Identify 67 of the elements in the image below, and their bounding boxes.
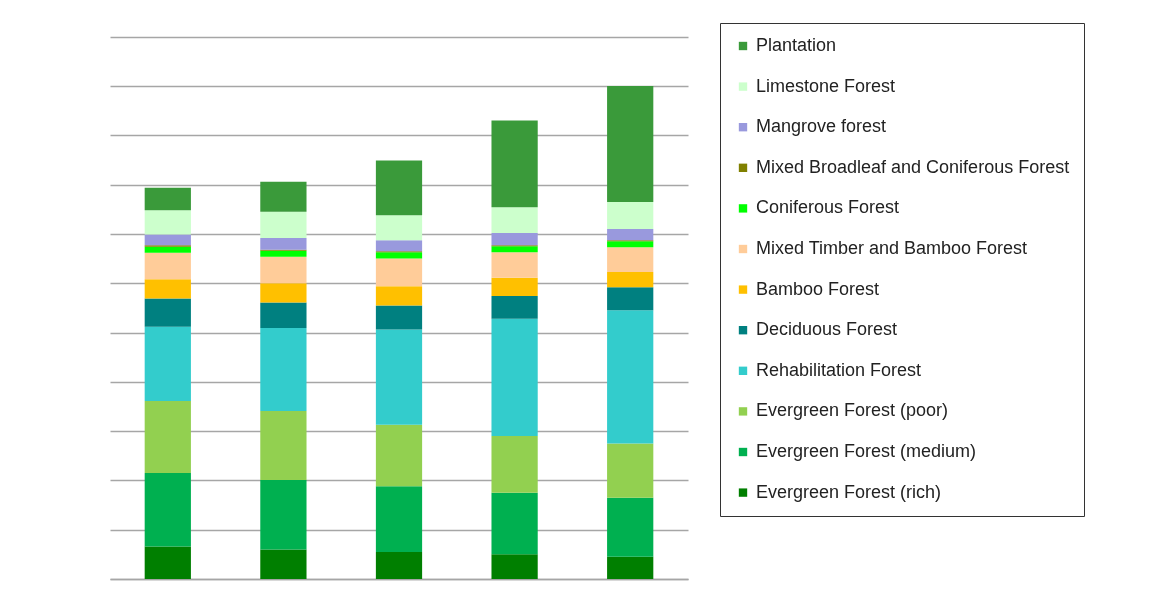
bar	[491, 252, 538, 278]
bar	[607, 86, 654, 202]
bar	[375, 329, 423, 425]
bar	[375, 258, 423, 287]
legend-label: Mixed Broadleaf and Coniferous Forest	[756, 156, 1070, 177]
bar	[491, 277, 538, 297]
legend-label: Bamboo Forest	[756, 278, 880, 299]
bar	[260, 283, 307, 303]
bar	[607, 201, 654, 230]
bar	[607, 247, 654, 272]
legend-label: Plantation	[756, 35, 837, 55]
bar	[491, 492, 538, 555]
bar	[144, 326, 191, 402]
bar	[607, 310, 654, 444]
bar	[607, 271, 654, 288]
bar	[144, 246, 191, 253]
bar	[375, 215, 423, 241]
bar	[491, 436, 538, 493]
legend-label: Evergreen Forest (medium)	[756, 441, 977, 461]
bar	[144, 187, 191, 211]
bar	[260, 410, 307, 480]
bar	[607, 497, 654, 557]
bar	[375, 286, 423, 306]
legend-label: Mangrove forest	[756, 116, 887, 137]
bar	[491, 207, 538, 233]
bar	[491, 554, 538, 579]
bar	[260, 181, 307, 212]
bar	[260, 302, 307, 329]
bar	[375, 486, 423, 552]
legend-label: Rehabilitation Forest	[756, 359, 922, 380]
bar	[607, 229, 654, 241]
legend-label: Mixed Timber and Bamboo Forest	[756, 238, 1028, 258]
bar	[607, 556, 654, 579]
bar	[260, 237, 307, 250]
bar	[144, 401, 191, 474]
bar	[260, 250, 307, 257]
bar	[491, 246, 538, 253]
bar	[260, 328, 307, 411]
bar	[260, 211, 307, 238]
bar	[491, 232, 538, 246]
bar	[260, 479, 307, 550]
legend-label: Limestone Forest	[756, 75, 896, 96]
bar	[144, 298, 191, 327]
legend-label: Deciduous Forest	[756, 319, 898, 340]
bar	[375, 424, 423, 487]
bar	[491, 296, 538, 319]
bar	[607, 287, 654, 311]
bar	[375, 551, 423, 579]
bar	[144, 546, 191, 579]
bar	[375, 305, 423, 330]
bar	[491, 120, 538, 208]
bar	[260, 549, 307, 579]
bar	[144, 252, 191, 280]
bar	[144, 279, 191, 299]
bar	[375, 240, 423, 252]
bar	[491, 318, 538, 437]
bar	[375, 160, 423, 216]
bar	[144, 234, 191, 246]
bar	[607, 443, 654, 498]
bar	[260, 256, 307, 284]
bar	[144, 473, 191, 547]
legend-label: Coniferous Forest	[756, 197, 900, 218]
bar	[607, 241, 654, 248]
legend-label: Evergreen Forest (rich)	[756, 481, 942, 502]
legend-label: Evergreen Forest (poor)	[756, 400, 949, 421]
bar	[375, 252, 423, 259]
bar	[144, 210, 191, 235]
